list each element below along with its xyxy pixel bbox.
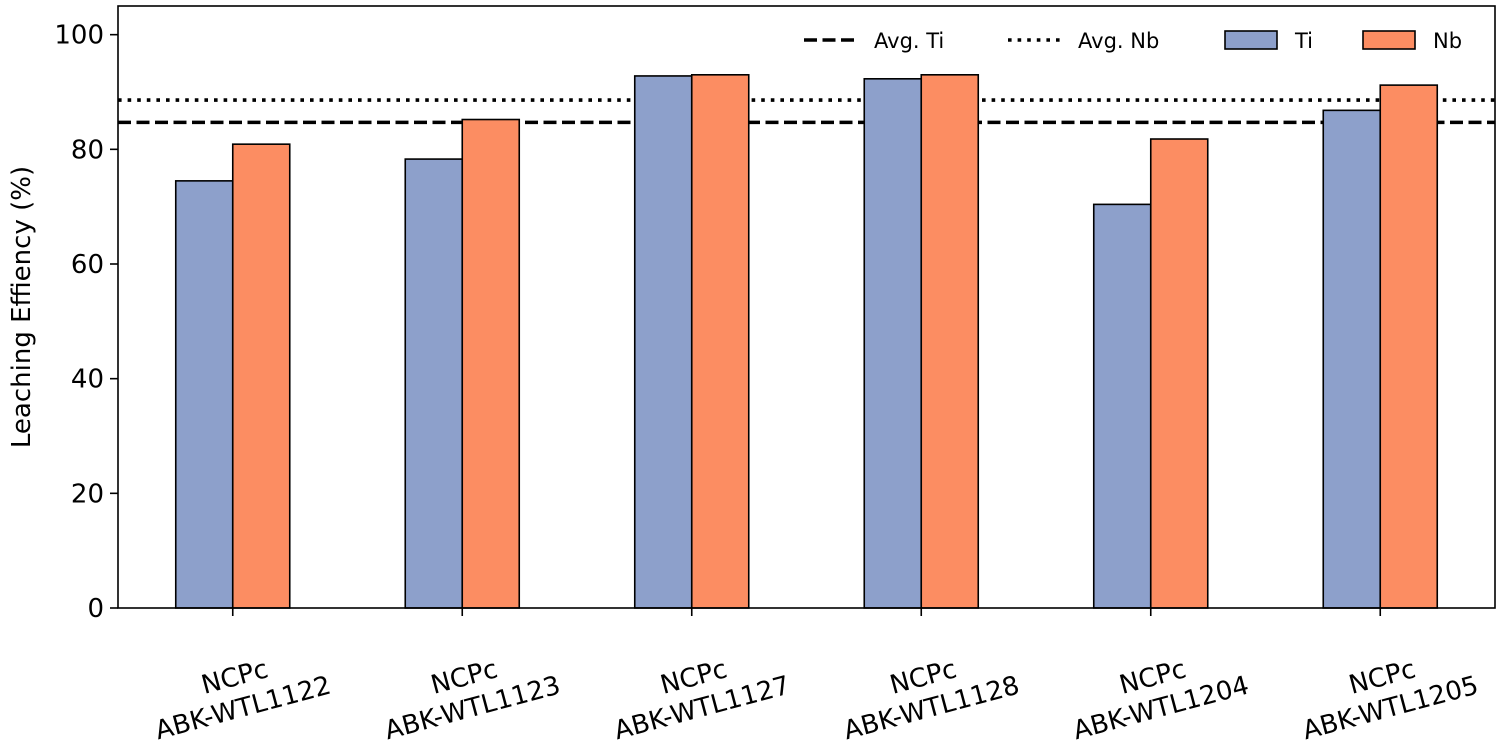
y-tick-label-100: 100 — [54, 21, 104, 51]
plot-frame — [117, 5, 1496, 609]
legend-label-nb: Nb — [1433, 29, 1462, 53]
y-axis-label: Leaching Effiency (%) — [7, 166, 37, 448]
bar-nb-1 — [231, 143, 291, 609]
y-tick-label-20: 20 — [71, 479, 104, 509]
legend-label-ti: Ti — [1294, 29, 1313, 53]
y-tick-label-0: 0 — [87, 594, 104, 624]
reference-lines — [118, 98, 1495, 125]
bar-ti-3 — [633, 75, 693, 609]
y-tick-label-60: 60 — [71, 250, 104, 280]
legend-label-avg-ti: Avg. Ti — [874, 29, 944, 53]
bar-ti-6 — [1322, 109, 1382, 609]
legend: Avg. Ti Avg. Nb Ti Nb — [804, 29, 1462, 53]
bar-nb-4 — [920, 74, 980, 609]
bar-group — [174, 74, 1439, 609]
bar-nb-5 — [1149, 138, 1209, 609]
y-axis: 0 20 40 60 80 100 — [54, 21, 118, 624]
bar-nb-6 — [1379, 84, 1439, 609]
bar-ti-2 — [404, 158, 464, 609]
legend-swatch-nb — [1362, 30, 1416, 50]
y-tick-label-40: 40 — [71, 365, 104, 395]
bar-ti-1 — [174, 180, 234, 609]
bar-ti-5 — [1092, 203, 1152, 609]
legend-swatch-ti — [1224, 30, 1278, 50]
y-tick-label-80: 80 — [71, 135, 104, 165]
legend-label-avg-nb: Avg. Nb — [1078, 29, 1159, 53]
bar-ti-4 — [863, 78, 923, 609]
bar-nb-2 — [461, 118, 521, 609]
bar-nb-3 — [690, 74, 750, 609]
